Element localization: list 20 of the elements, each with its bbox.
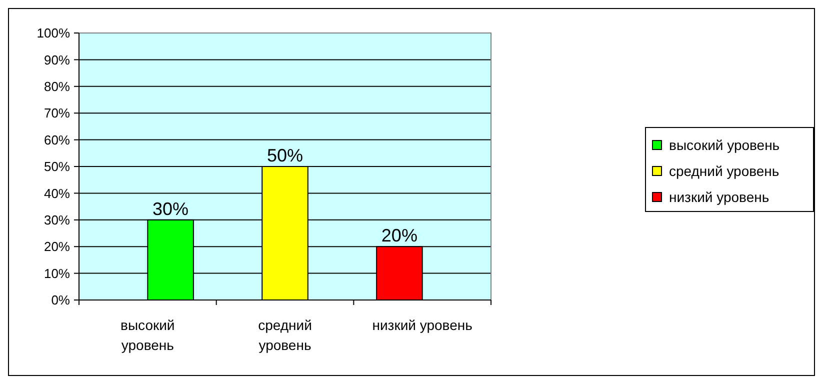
data-label: 30% bbox=[152, 198, 189, 219]
y-tick-label: 40% bbox=[44, 186, 70, 201]
data-label: 50% bbox=[266, 146, 304, 166]
x-tick-label: средний уровень bbox=[258, 317, 312, 353]
y-tick-label: 90% bbox=[44, 52, 70, 68]
y-tick-label: 50% bbox=[44, 159, 70, 174]
x-tick-label: низкий уровень bbox=[372, 317, 472, 333]
y-tick-label: 10% bbox=[44, 266, 70, 281]
y-tick-label: 60% bbox=[44, 132, 70, 148]
y-tick-label: 0% bbox=[51, 292, 70, 308]
y-tick-label: 80% bbox=[44, 78, 70, 94]
y-tick-label: 20% bbox=[44, 239, 70, 254]
legend-label: низкий уровень bbox=[669, 188, 770, 205]
legend-label: высокий уровень bbox=[669, 136, 780, 153]
y-tick-label: 30% bbox=[44, 212, 70, 228]
y-tick-label: 100% bbox=[36, 26, 70, 41]
data-label: 20% bbox=[381, 226, 418, 246]
x-tick-label: высокий уровень bbox=[120, 317, 175, 353]
y-tick-label: 70% bbox=[44, 106, 70, 121]
legend-label: средний уровень bbox=[669, 162, 780, 179]
